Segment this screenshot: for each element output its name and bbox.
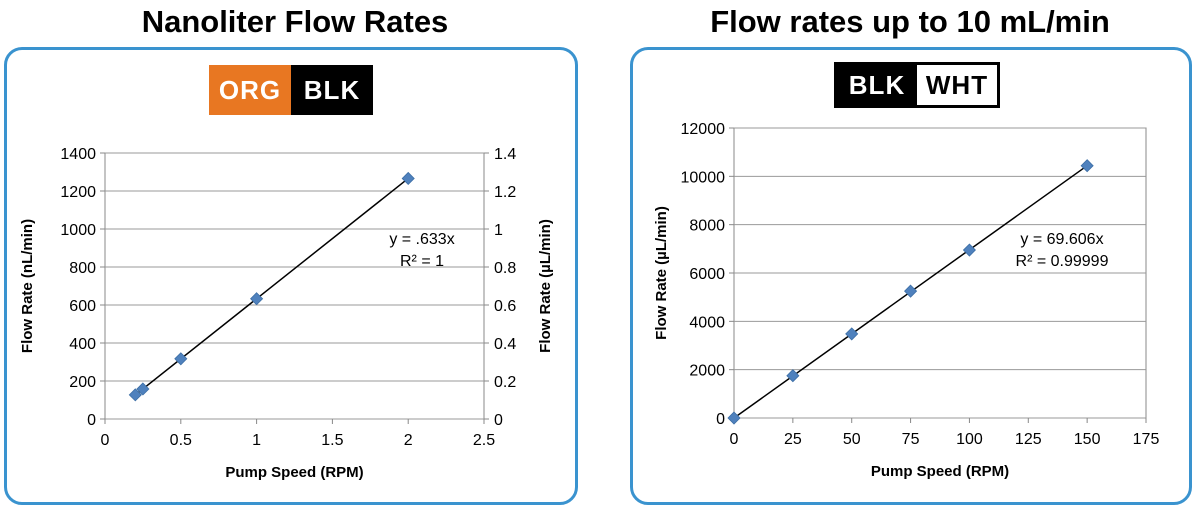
left-y-tick-label: 1200 bbox=[60, 184, 96, 201]
right-data-point bbox=[845, 327, 859, 341]
tube-label-blk: BLK bbox=[837, 65, 917, 105]
left-y2-tick-label: 0.8 bbox=[494, 260, 516, 277]
right-x-axis-label: Pump Speed (RPM) bbox=[871, 463, 1009, 480]
left-y2-tick-label: 0.6 bbox=[494, 298, 516, 315]
left-x-axis-label: Pump Speed (RPM) bbox=[225, 464, 363, 481]
left-chart-panel bbox=[4, 47, 578, 505]
left-data-point bbox=[136, 382, 150, 396]
right-data-point bbox=[727, 411, 741, 425]
left-y2-tick-label: 0.4 bbox=[494, 336, 516, 353]
right-y-axis-label: Flow Rate (µL/min) bbox=[653, 206, 670, 340]
left-trendline bbox=[134, 177, 409, 396]
left-trendline-annotation: y = .633x bbox=[389, 231, 454, 248]
left-x-tick-label: 2.5 bbox=[473, 432, 495, 449]
right-x-tick-label: 150 bbox=[1074, 431, 1101, 448]
left-data-point bbox=[174, 352, 188, 366]
left-x-tick-label: 2 bbox=[404, 432, 413, 449]
right-y-tick-label: 8000 bbox=[689, 218, 725, 235]
left-y-tick-label: 800 bbox=[69, 260, 96, 277]
right-trendline-annotation: y = 69.606x bbox=[1020, 231, 1103, 248]
left-x-tick-label: 0 bbox=[101, 432, 110, 449]
left-y-tick-label: 200 bbox=[69, 374, 96, 391]
left-trendline-annotation: R² = 1 bbox=[400, 253, 444, 270]
right-chart-title: Flow rates up to 10 mL/min bbox=[710, 4, 1110, 39]
left-y2-axis-label: Flow Rate (µL/min) bbox=[537, 219, 554, 353]
right-x-tick-label: 50 bbox=[843, 431, 861, 448]
right-x-tick-label: 175 bbox=[1133, 431, 1160, 448]
left-y-tick-label: 1400 bbox=[60, 146, 96, 163]
tube-label-org: ORG bbox=[209, 65, 291, 115]
left-y-axis-label: Flow Rate (nL/min) bbox=[19, 219, 36, 353]
left-y2-tick-label: 0 bbox=[494, 412, 503, 429]
right-y-tick-label: 12000 bbox=[681, 121, 726, 138]
left-y2-tick-label: 1.2 bbox=[494, 184, 516, 201]
left-x-tick-label: 0.5 bbox=[170, 432, 192, 449]
right-chart-panel bbox=[630, 47, 1192, 505]
tube-color-label-blk-wht: BLK WHT bbox=[834, 62, 1000, 108]
left-y-tick-label: 400 bbox=[69, 336, 96, 353]
left-data-point bbox=[250, 292, 264, 306]
left-y2-tick-label: 0.2 bbox=[494, 374, 516, 391]
left-data-point bbox=[401, 171, 415, 186]
left-y-tick-label: 0 bbox=[87, 412, 96, 429]
left-y-tick-label: 1000 bbox=[60, 222, 96, 239]
right-data-point bbox=[786, 369, 800, 383]
right-data-point bbox=[962, 243, 976, 257]
tube-label-blk: BLK bbox=[291, 65, 373, 115]
right-y-tick-label: 10000 bbox=[681, 169, 726, 186]
right-data-point bbox=[1080, 159, 1094, 173]
tube-color-label-org-blk: ORG BLK bbox=[209, 65, 373, 115]
right-x-tick-label: 0 bbox=[730, 431, 739, 448]
right-data-point bbox=[904, 284, 918, 298]
right-y-tick-label: 0 bbox=[716, 411, 725, 428]
left-data-point bbox=[128, 388, 142, 402]
left-chart-title: Nanoliter Flow Rates bbox=[141, 4, 449, 39]
tube-label-wht: WHT bbox=[917, 65, 997, 105]
right-y-tick-label: 6000 bbox=[689, 266, 725, 283]
left-plot-area bbox=[104, 152, 485, 420]
right-trendline-annotation: R² = 0.99999 bbox=[1016, 253, 1109, 270]
left-y2-tick-label: 1.4 bbox=[494, 146, 516, 163]
left-x-tick-label: 1 bbox=[252, 432, 261, 449]
right-x-tick-label: 75 bbox=[902, 431, 920, 448]
right-x-tick-label: 25 bbox=[784, 431, 802, 448]
left-y-tick-label: 600 bbox=[69, 298, 96, 315]
left-y2-tick-label: 1 bbox=[494, 222, 503, 239]
right-x-tick-label: 125 bbox=[1015, 431, 1042, 448]
left-x-tick-label: 1.5 bbox=[321, 432, 343, 449]
right-x-tick-label: 100 bbox=[956, 431, 983, 448]
right-y-tick-label: 2000 bbox=[689, 363, 725, 380]
right-y-tick-label: 4000 bbox=[689, 314, 725, 331]
